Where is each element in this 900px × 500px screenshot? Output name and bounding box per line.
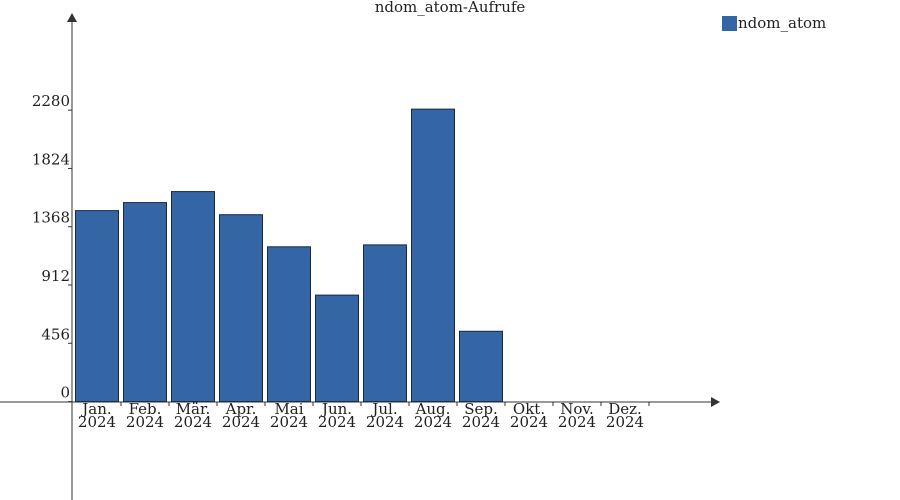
chart-title: ndom_atom-Aufrufe: [375, 0, 526, 16]
bar: [315, 294, 359, 403]
legend-label: ndom_atom: [738, 14, 826, 32]
x-tick-label: Mär. 2024: [174, 400, 212, 431]
y-tick-label: 912: [41, 267, 70, 285]
y-tick-label: 1824: [32, 150, 70, 168]
y-tick-label: 0: [60, 384, 70, 402]
y-axis-arrow: [67, 13, 77, 22]
x-tick-label: Jul. 2024: [366, 400, 404, 431]
x-tick-label: Nov. 2024: [558, 400, 596, 431]
bar: [267, 246, 311, 403]
legend-swatch: [722, 16, 737, 31]
x-tick-label: Apr. 2024: [222, 400, 260, 431]
bar: [171, 191, 215, 403]
y-tick-label: 456: [41, 325, 70, 343]
x-tick-label: Mai 2024: [270, 400, 308, 431]
x-axis-arrow: [711, 397, 720, 407]
bar: [363, 244, 407, 403]
x-tick-label: Sep. 2024: [462, 400, 500, 431]
y-tick-label: 2280: [32, 92, 70, 110]
bar: [123, 202, 167, 403]
bar: [411, 108, 455, 403]
y-tick-label: 1368: [32, 209, 70, 227]
bar: [75, 210, 119, 403]
x-tick-label: Jan. 2024: [78, 400, 116, 431]
x-tick-label: Dez. 2024: [606, 400, 644, 431]
x-tick-label: Okt. 2024: [510, 400, 548, 431]
bar: [219, 214, 263, 403]
x-tick-label: Jun. 2024: [318, 400, 356, 431]
x-tick-label: Aug. 2024: [414, 400, 452, 431]
bar: [459, 330, 503, 403]
x-tick-label: Feb. 2024: [126, 400, 164, 431]
